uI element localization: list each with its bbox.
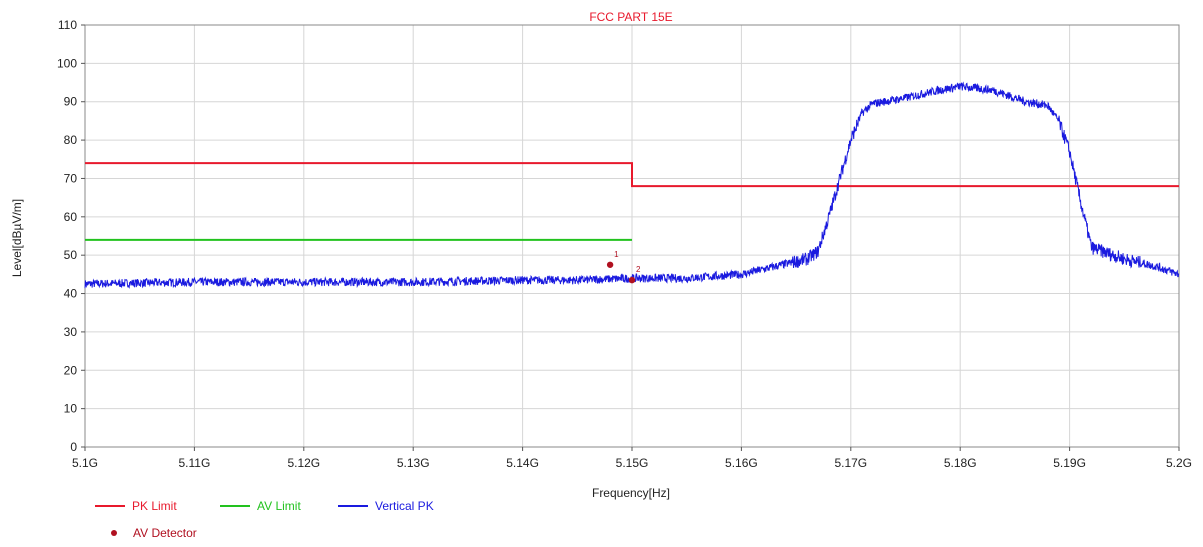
grid bbox=[84, 24, 1180, 448]
marker-label: 2 bbox=[636, 265, 641, 274]
y-tick-label: 10 bbox=[64, 402, 78, 416]
x-axis-ticks: 5.1G 5.11G 5.12G 5.13G 5.14G 5.15G 5.16G 5.17G 5… bbox=[72, 447, 1192, 470]
y-tick-label: 100 bbox=[57, 56, 77, 70]
y-axis-ticks: 0 10 20 30 40 50 60 70 80 90 100 110 bbox=[57, 18, 85, 454]
x-tick-label: 5.11G bbox=[178, 456, 210, 470]
y-tick-label: 70 bbox=[64, 171, 78, 185]
x-axis-label: Frequency[Hz] bbox=[592, 486, 670, 500]
x-tick-label: 5.18G bbox=[944, 456, 977, 470]
legend-label: Vertical PK bbox=[375, 499, 434, 513]
x-tick-label: 5.1G bbox=[72, 456, 98, 470]
y-tick-label: 30 bbox=[64, 325, 78, 339]
x-tick-label: 5.14G bbox=[506, 456, 539, 470]
av-detector-point bbox=[606, 261, 614, 268]
chart-title: FCC PART 15E bbox=[589, 10, 672, 24]
marker-layer: 12 bbox=[606, 250, 641, 284]
av-detector-point bbox=[628, 276, 636, 284]
y-tick-label: 20 bbox=[64, 363, 78, 377]
y-tick-label: 0 bbox=[70, 440, 77, 454]
y-tick-label: 90 bbox=[64, 95, 78, 109]
legend-label: PK Limit bbox=[132, 499, 177, 513]
legend-swatch bbox=[111, 530, 117, 536]
y-tick-label: 80 bbox=[64, 133, 78, 147]
y-tick-label: 50 bbox=[64, 248, 78, 262]
legend-label: AV Detector bbox=[133, 526, 197, 540]
marker-label: 1 bbox=[614, 250, 619, 259]
y-tick-label: 60 bbox=[64, 210, 78, 224]
legend: PK Limit AV Limit Vertical PK AV Detector bbox=[95, 499, 434, 540]
legend-label: AV Limit bbox=[257, 499, 301, 513]
y-axis-label: Level[dBµV/m] bbox=[10, 199, 24, 277]
x-tick-label: 5.17G bbox=[834, 456, 867, 470]
pk-limit-line bbox=[85, 162, 1179, 188]
x-tick-label: 5.13G bbox=[397, 456, 430, 470]
x-tick-label: 5.12G bbox=[287, 456, 320, 470]
x-tick-label: 5.19G bbox=[1053, 456, 1086, 470]
x-tick-label: 5.2G bbox=[1166, 456, 1192, 470]
y-tick-label: 110 bbox=[58, 18, 77, 32]
y-tick-label: 40 bbox=[64, 287, 78, 301]
x-tick-label: 5.15G bbox=[616, 456, 649, 470]
series-pk-limit bbox=[85, 162, 1179, 188]
x-tick-label: 5.16G bbox=[725, 456, 758, 470]
